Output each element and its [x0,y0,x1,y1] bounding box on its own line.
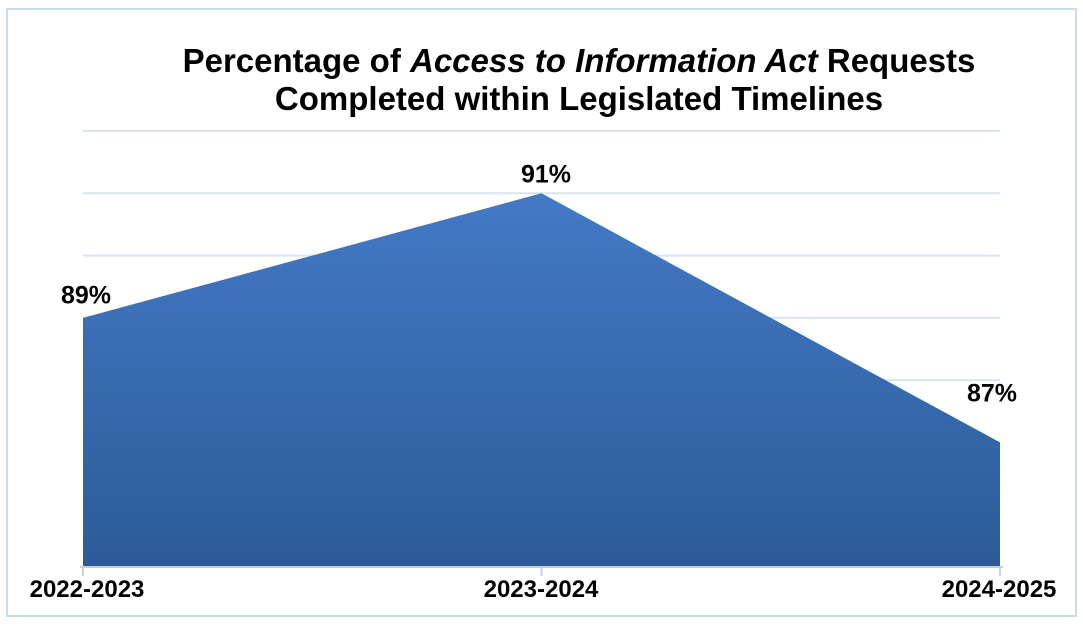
chart-title: Percentage of Access to Information Act … [129,42,1029,118]
data-label-2023-2024: 91% [520,160,572,189]
data-label-2024-2025: 87% [966,379,1018,408]
title-italic-act-name: Access to Information Act [410,42,818,79]
data-label-2022-2023: 89% [60,281,112,310]
title-suffix: Requests [817,42,976,79]
x-axis-label-2022-2023: 2022-2023 [29,576,145,603]
x-axis-label-2024-2025: 2024-2025 [941,576,1057,603]
chart-title-line2: Completed within Legislated Timelines [274,80,884,117]
title-prefix: Percentage of [182,42,410,79]
chart-title-line1: Percentage of Access to Information Act … [129,42,1029,80]
area-series-completed-within-timelines [83,193,1000,568]
x-axis-label-2023-2024: 2023-2024 [483,576,599,603]
